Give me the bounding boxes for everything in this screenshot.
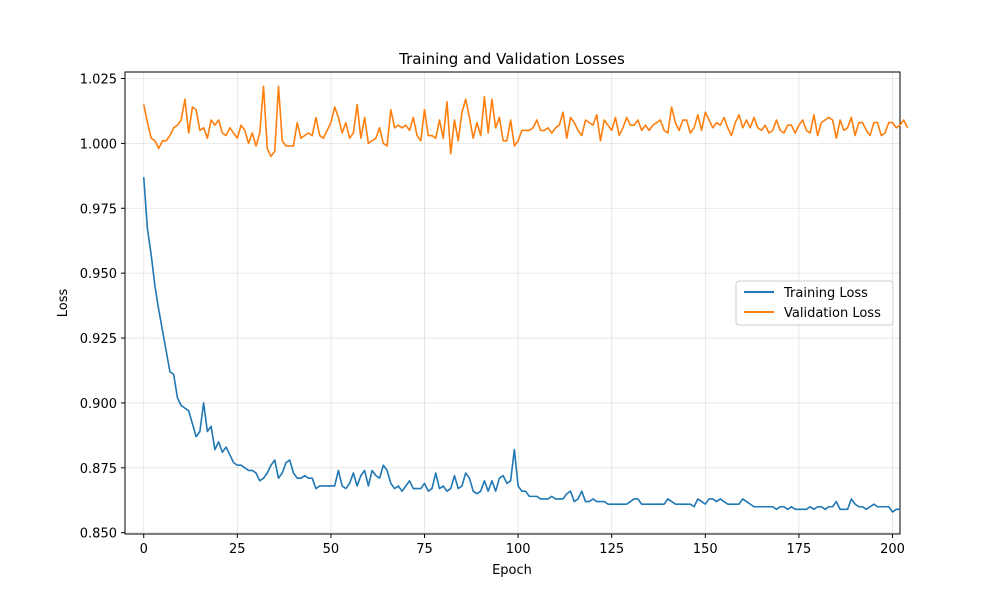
y-tick-label: 0.950 [80, 267, 117, 282]
chart-title: Training and Validation Losses [398, 50, 625, 68]
x-tick-label: 0 [140, 542, 148, 557]
x-tick-label: 150 [693, 542, 718, 557]
plot-frame [124, 71, 901, 535]
series-group [142, 85, 909, 513]
x-tick-label: 125 [599, 542, 624, 557]
x-tick-label: 175 [786, 542, 811, 557]
series-line-validation-loss [142, 85, 909, 158]
legend-label-validation-loss: Validation Loss [784, 306, 881, 321]
y-axis-label: Loss [56, 289, 71, 318]
y-axis: 0.850 0.875 0.900 0.925 0.950 0.975 1.000 1.025 [80, 72, 125, 542]
x-tick-label: 50 [323, 542, 340, 557]
legend: Training Loss Validation Loss [735, 280, 894, 326]
series-line-training-loss [142, 177, 900, 513]
y-tick-label: 0.925 [80, 332, 117, 347]
legend-box [735, 280, 894, 326]
y-tick-label: 0.850 [80, 527, 117, 542]
legend-label-training-loss: Training Loss [783, 286, 868, 301]
x-axis-label: Epoch [492, 563, 532, 578]
y-tick-label: 1.000 [80, 137, 117, 152]
y-tick-label: 0.875 [80, 462, 117, 477]
x-tick-label: 200 [880, 542, 905, 557]
x-tick-label: 75 [416, 542, 433, 557]
x-tick-label: 25 [229, 542, 246, 557]
y-tick-label: 0.900 [80, 397, 117, 412]
y-tick-label: 0.975 [80, 202, 117, 217]
x-axis: 0 25 50 75 100 125 150 175 200 [140, 534, 905, 557]
y-tick-label: 1.025 [80, 72, 117, 87]
x-tick-label: 100 [506, 542, 531, 557]
